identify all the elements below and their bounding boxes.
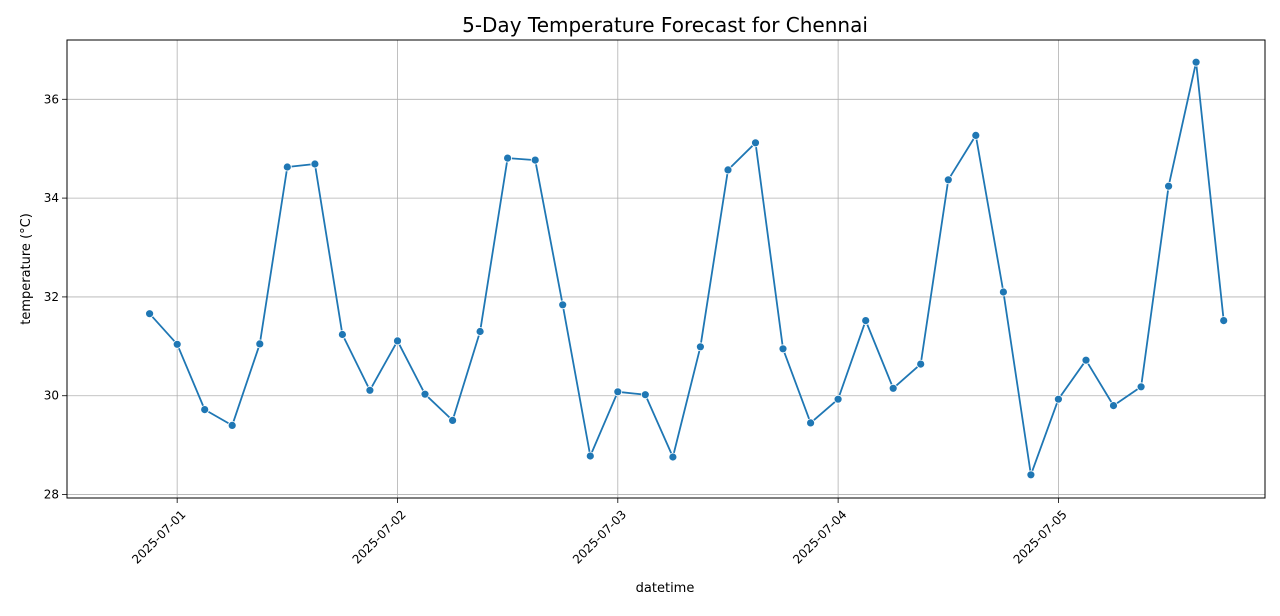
y-tick-label: 36 [44, 92, 59, 106]
data-point [640, 390, 650, 400]
data-point [1081, 355, 1091, 365]
data-point [503, 153, 513, 163]
data-point [585, 451, 595, 461]
y-tick-label: 30 [44, 389, 59, 403]
data-point [1164, 181, 1173, 191]
y-tick-label: 32 [44, 290, 59, 304]
data-point [723, 165, 733, 175]
data-point [916, 359, 926, 369]
x-tick-label: 2025-07-04 [790, 507, 849, 566]
data-point [1136, 382, 1146, 392]
data-point [806, 418, 815, 428]
data-point [1054, 394, 1063, 404]
x-axis-label: datetime [636, 581, 695, 596]
data-point [448, 415, 458, 425]
x-tick-label: 2025-07-03 [570, 507, 629, 566]
data-point [613, 387, 623, 397]
data-point [668, 452, 678, 462]
data-point [530, 155, 540, 165]
data-point [337, 330, 347, 339]
data-point [255, 339, 265, 349]
y-tick-label: 34 [44, 191, 59, 205]
data-point [888, 383, 898, 393]
data-point [310, 159, 320, 169]
data-point [1026, 470, 1036, 480]
data-point [172, 339, 182, 349]
data-point [861, 316, 871, 326]
x-tick-label: 2025-07-01 [129, 507, 188, 566]
series-line [148, 61, 1225, 476]
grid-layer [67, 40, 1265, 498]
x-tick-label: 2025-07-05 [1011, 507, 1070, 566]
plot-frame [66, 39, 1266, 499]
data-point [943, 175, 953, 185]
data-point [1219, 316, 1229, 326]
chart-title: 5-Day Temperature Forecast for Chennai [462, 13, 868, 37]
x-tick-label: 2025-07-02 [350, 507, 409, 566]
data-point [365, 385, 375, 395]
data-point [393, 336, 402, 346]
data-point [971, 130, 981, 140]
data-point [282, 162, 292, 172]
data-point [200, 405, 210, 415]
x-axis-ticks: 2025-07-01 2025-07-02 2025-07-03 2025-07-04… [129, 498, 1070, 567]
data-point [833, 394, 843, 404]
data-point [1191, 57, 1201, 67]
y-axis-label: temperature (°C) [19, 213, 34, 325]
data-point [778, 344, 788, 354]
data-point [145, 309, 155, 319]
data-point [1109, 401, 1118, 411]
data-point [696, 342, 705, 352]
data-point [420, 389, 430, 399]
data-point [751, 138, 760, 148]
y-tick-label: 28 [44, 488, 59, 502]
series-layer [145, 57, 1229, 480]
data-point [475, 327, 485, 336]
data-point [558, 300, 568, 310]
data-point [999, 287, 1008, 297]
y-axis-ticks: 28 30 32 34 36 [44, 92, 67, 502]
data-point [227, 420, 237, 430]
